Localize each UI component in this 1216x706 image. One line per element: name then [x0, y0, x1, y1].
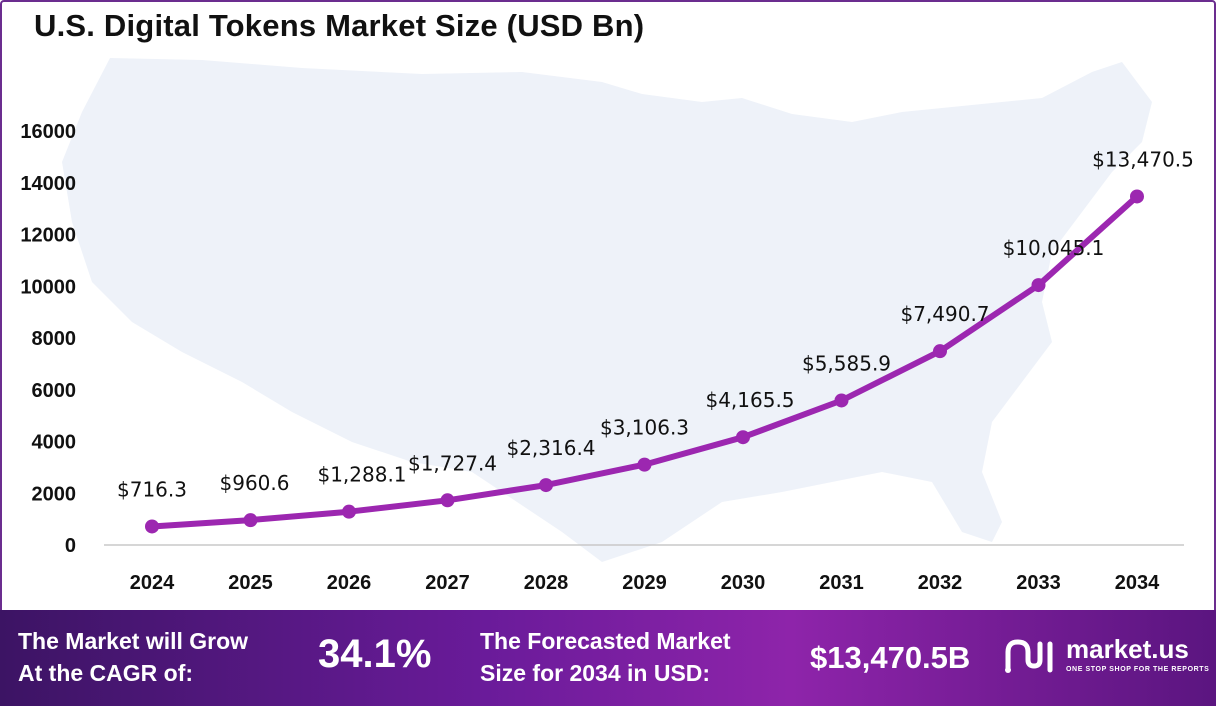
cagr-label-line2: At the CAGR of: — [18, 660, 194, 686]
y-tick-labels: 0 2000 4000 6000 8000 10000 12000 14000 16000 — [20, 121, 76, 557]
forecast-label-line2: Size for 2034 in USD: — [480, 660, 711, 686]
y-tick-label: 4000 — [32, 432, 77, 454]
forecast-value: $13,470.5B — [810, 640, 971, 675]
cagr-value: 34.1% — [318, 632, 432, 676]
chart-title: U.S. Digital Tokens Market Size (USD Bn) — [34, 8, 645, 43]
y-tick-label: 2000 — [32, 483, 77, 505]
x-tick-label: 2025 — [228, 572, 273, 594]
data-markers — [145, 189, 1144, 534]
data-label: $4,165.5 — [705, 388, 794, 412]
data-point — [834, 393, 849, 408]
y-tick-label: 6000 — [32, 380, 77, 402]
data-point — [539, 478, 553, 493]
data-point — [736, 430, 750, 445]
data-point — [145, 519, 159, 534]
data-label: $960.6 — [220, 471, 290, 495]
data-label: $3,106.3 — [600, 416, 689, 440]
x-tick-label: 2032 — [918, 572, 963, 594]
y-tick-label: 16000 — [20, 121, 76, 143]
y-tick-label: 14000 — [20, 173, 76, 195]
x-tick-label: 2033 — [1016, 572, 1061, 594]
brand-name: market.us — [1066, 634, 1189, 664]
x-tick-label: 2034 — [1115, 572, 1160, 594]
data-point — [637, 457, 652, 472]
forecast-label-line1: The Forecasted Market — [480, 628, 731, 654]
x-tick-label: 2031 — [819, 572, 864, 594]
line-chart: 0 2000 4000 6000 8000 10000 12000 14000 16000 20… — [20, 58, 1194, 594]
data-label: $5,585.9 — [802, 351, 891, 375]
y-tick-label: 12000 — [20, 225, 76, 247]
data-label: $13,470.5 — [1092, 147, 1194, 171]
data-point — [1130, 189, 1144, 204]
footer-banner: The Market will Grow At the CAGR of: 34.… — [0, 610, 1216, 706]
brand-logo: market.us ONE STOP SHOP FOR THE REPORTS — [1004, 632, 1214, 682]
cagr-label-line1: The Market will Grow — [18, 628, 249, 654]
data-label: $716.3 — [117, 477, 187, 501]
us-map-background — [62, 58, 1152, 562]
data-label: $7,490.7 — [900, 302, 989, 326]
data-label: $1,727.4 — [408, 451, 497, 475]
x-tick-label: 2029 — [622, 572, 667, 594]
x-tick-label: 2026 — [327, 572, 372, 594]
data-point — [440, 493, 455, 508]
data-label: $2,316.4 — [506, 436, 595, 460]
market-us-logo-icon — [1005, 639, 1053, 673]
data-point — [243, 513, 258, 528]
x-tick-label: 2024 — [130, 572, 175, 594]
data-point — [933, 344, 947, 359]
data-label: $10,045.1 — [1003, 236, 1105, 260]
y-tick-label: 10000 — [20, 276, 76, 298]
y-tick-label: 0 — [65, 535, 76, 557]
data-label: $1,288.1 — [317, 463, 406, 487]
x-tick-label: 2027 — [425, 572, 470, 594]
brand-tagline: ONE STOP SHOP FOR THE REPORTS — [1066, 666, 1210, 673]
data-point — [1031, 278, 1046, 293]
x-tick-label: 2028 — [524, 572, 569, 594]
x-tick-label: 2030 — [721, 572, 766, 594]
data-point — [342, 504, 356, 519]
y-tick-label: 8000 — [32, 328, 77, 350]
x-tick-labels: 2024 2025 2026 2027 2028 2029 2030 2031 2032 2033… — [130, 572, 1160, 594]
data-labels: $716.3 $960.6 $1,288.1 $1,727.4 $2,316.4$3,1… — [117, 147, 1194, 501]
